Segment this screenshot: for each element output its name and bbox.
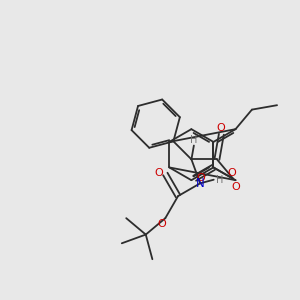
Text: N: N: [196, 177, 205, 190]
Text: H: H: [216, 175, 224, 185]
Text: O: O: [227, 168, 236, 178]
Text: O: O: [217, 123, 225, 133]
Text: O: O: [157, 219, 166, 229]
Text: H: H: [190, 135, 198, 145]
Text: O: O: [196, 173, 205, 183]
Text: O: O: [154, 168, 163, 178]
Text: O: O: [231, 182, 240, 192]
